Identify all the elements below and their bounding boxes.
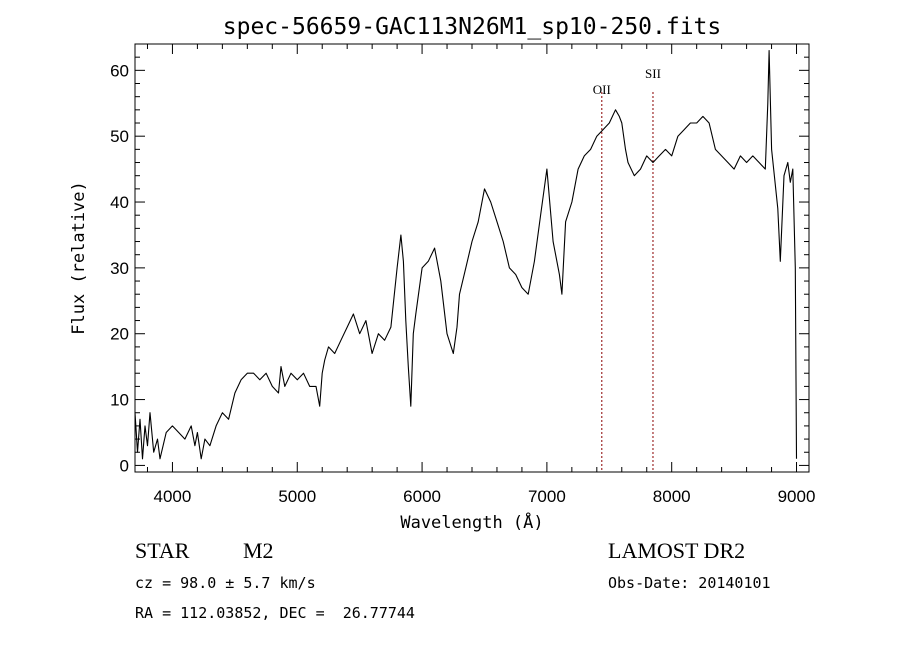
x-tick-label: 5000	[278, 487, 316, 506]
axis-ticks	[135, 44, 809, 472]
y-tick-label: 0	[120, 456, 129, 475]
x-tick-label: 8000	[653, 487, 691, 506]
y-axis-title: Flux (relative)	[69, 181, 89, 335]
coordinates: RA = 112.03852, DEC = 26.77744	[135, 604, 415, 622]
spectrum-line	[134, 50, 798, 460]
x-tick-label: 9000	[778, 487, 816, 506]
y-tick-label: 60	[110, 61, 129, 80]
marker-label-sii: SII	[645, 66, 661, 81]
x-tick-label: 4000	[154, 487, 192, 506]
chart-title: spec-56659-GAC113N26M1_sp10-250.fits	[223, 14, 722, 40]
y-tick-label: 40	[110, 193, 129, 212]
object-class: STAR	[135, 538, 190, 563]
axis-tick-labels: 4000 5000 6000 7000 8000 9000 0 10 20 30 40 50 60	[110, 61, 815, 506]
y-tick-label: 20	[110, 325, 129, 344]
plot-frame	[134, 43, 810, 473]
emission-line-markers: OII SII	[593, 66, 661, 472]
x-tick-label: 6000	[403, 487, 441, 506]
y-tick-label: 30	[110, 259, 129, 278]
marker-label-oii: OII	[593, 82, 611, 97]
object-subclass: M2	[243, 538, 274, 563]
y-tick-label: 50	[110, 127, 129, 146]
redshift-velocity: cz = 98.0 ± 5.7 km/s	[135, 574, 316, 592]
survey-name: LAMOST DR2	[608, 538, 746, 563]
observation-date: Obs-Date: 20140101	[608, 574, 771, 592]
y-tick-label: 10	[110, 391, 129, 410]
x-axis-title: Wavelength (Å)	[400, 511, 543, 533]
x-tick-label: 7000	[528, 487, 566, 506]
